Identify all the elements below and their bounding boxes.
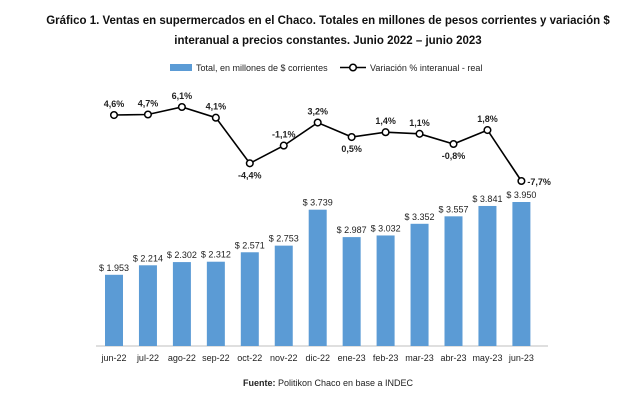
bar-data-label: $ 3.032 [371,223,401,233]
bar-data-label: $ 3.950 [506,190,536,200]
bar-data-label: $ 2.302 [167,250,197,260]
x-tick-label: feb-23 [373,353,399,363]
x-tick-label: jun-23 [508,353,534,363]
chart-title-line1: Gráfico 1. Ventas en supermercados en el… [46,15,610,27]
bar-data-label: $ 3.557 [438,204,468,214]
line-data-label: -1,1% [272,130,296,140]
bar [512,202,531,346]
line-marker [211,113,220,122]
bar-data-label: $ 2.987 [337,225,367,235]
source-text: Politikon Chaco en base a INDEC [278,378,414,388]
legend-line-label: Variación % interanual - real [370,63,482,73]
line-series-markers [109,102,526,186]
x-tick-label: ene-23 [338,353,366,363]
legend-bar-swatch [170,64,192,71]
x-tick-label: ago-22 [168,353,196,363]
bar-data-label: $ 3.841 [472,194,502,204]
line-data-label: 1,1% [409,118,430,128]
line-marker [347,132,356,142]
bar-data-label: $ 3.352 [405,212,435,222]
line-data-label: 1,4% [375,116,396,126]
bar [308,209,327,346]
bar [410,223,429,346]
line-marker [245,159,254,168]
line-data-labels: 4,6% 4,7% 6,1% 4,1% -4,4% -1,1% 3,2% 0,5% 1,4% 1,… [104,91,551,187]
line-data-label: -7,7% [527,177,551,187]
x-tick-label: jul-22 [136,353,159,363]
line-marker [381,128,390,137]
bar [444,216,463,346]
x-tick-label: abr-23 [440,353,466,363]
x-tick-label: jun-22 [100,353,126,363]
legend-line-marker [348,63,358,72]
bar-series [105,202,531,346]
line-data-label: 6,1% [172,91,193,101]
bar [274,245,293,346]
bar [376,235,395,346]
x-tick-label: mar-23 [405,353,434,363]
line-marker [449,139,458,149]
bar-data-label: $ 2.753 [269,234,299,244]
line-marker [143,110,152,119]
line-marker [279,141,288,150]
line-data-label: 4,1% [206,102,227,112]
bar [342,237,361,346]
line-data-label: 4,7% [138,99,159,109]
bar-data-label: $ 1.953 [99,263,129,273]
line-marker [415,129,424,138]
line-data-label: 3,2% [307,107,328,117]
bar [138,265,157,346]
bar [105,274,123,346]
line-data-label: 4,6% [104,99,125,109]
bar-data-label: $ 2.214 [133,253,163,263]
line-series-path [113,106,523,182]
x-tick-label: may-23 [472,353,502,363]
source-note: Fuente: Politikon Chaco en base a INDEC [243,378,414,388]
bar [206,261,225,346]
bar-data-label: $ 2.571 [235,240,265,250]
bar [478,205,497,346]
line-marker [177,102,186,112]
line-marker [517,176,526,186]
line-data-label: 0,5% [341,144,362,154]
x-tick-label: nov-22 [270,353,298,363]
x-tick-label: sep-22 [202,353,230,363]
line-data-label: 1,8% [477,114,498,124]
legend: Total, en millones de $ corrientes Varia… [170,63,482,73]
x-axis-tick-labels: jun-22 jul-22 ago-22 sep-22 oct-22 nov-22 dic-… [100,353,533,363]
line-data-label: -0,8% [442,151,466,161]
line-marker [109,110,119,120]
bar-data-label: $ 2.312 [201,250,231,260]
x-tick-label: oct-22 [237,353,262,363]
x-tick-label: dic-22 [305,353,330,363]
source-label: Fuente: [243,378,276,388]
line-marker [483,126,492,135]
line-data-label: -4,4% [238,170,262,180]
chart-title-line2: interanual a precios constantes. Junio 2… [174,35,481,47]
line-marker [313,118,322,127]
legend-bar-label: Total, en millones de $ corrientes [196,63,328,73]
bar-data-labels: $ 1.953 $ 2.214 $ 2.302 $ 2.312 $ 2.571 $ 2.7… [99,190,536,273]
bar-data-label: $ 3.739 [303,198,333,208]
bar [240,252,259,346]
bar [172,262,191,346]
